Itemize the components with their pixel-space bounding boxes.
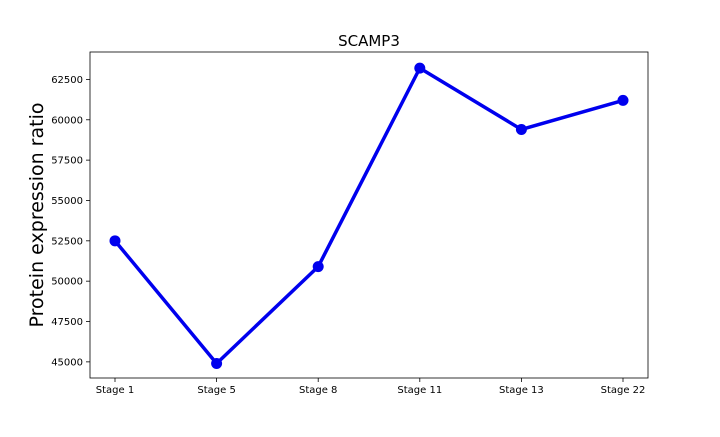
data-point [109,235,121,247]
x-tick-label: Stage 1 [96,385,134,396]
y-tick-label: 45000 [51,357,83,368]
y-tick-label: 57500 [51,156,83,167]
x-tick-label: Stage 13 [499,385,544,396]
x-tick-label: Stage 11 [397,385,442,396]
y-tick-label: 60000 [51,115,83,126]
series-line [113,66,625,366]
y-tick-label: 47500 [51,317,83,328]
y-tick-label: 55000 [51,196,83,207]
data-point [312,261,324,273]
data-point [515,123,527,135]
data-point [211,357,223,369]
chart-title: SCAMP3 [338,32,400,50]
y-tick-label: 50000 [51,277,83,288]
y-tick-label: 62500 [51,75,83,86]
plot-area-frame [89,51,649,379]
x-tick-label: Stage 5 [197,385,235,396]
series-points [109,62,629,369]
x-tick-label: Stage 22 [601,385,646,396]
data-point [617,94,629,106]
y-axis-label: Protein expression ratio [26,103,48,328]
y-tick-label: 52500 [51,236,83,247]
y-axis-ticks: 45000 47500 50000 52500 55000 57500 60000 62500 [51,75,90,368]
x-axis-ticks: Stage 1 Stage 5 Stage 8 Stage 11 Stage 13 Sta… [96,378,646,396]
x-tick-label: Stage 8 [299,385,337,396]
data-point [414,62,426,74]
